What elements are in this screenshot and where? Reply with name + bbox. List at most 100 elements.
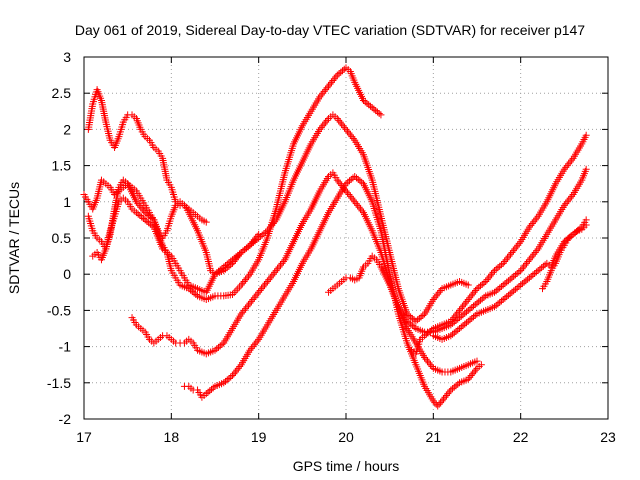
data-point-marker bbox=[249, 238, 257, 246]
data-point-marker bbox=[506, 250, 514, 258]
data-point-marker bbox=[412, 317, 420, 325]
data-point-marker bbox=[560, 165, 568, 173]
data-point-marker bbox=[457, 312, 465, 320]
data-point-marker bbox=[230, 254, 238, 262]
data-point-marker bbox=[496, 298, 504, 306]
y-tick-label: -0.5 bbox=[47, 302, 71, 318]
data-point-marker bbox=[333, 71, 341, 79]
data-point-marker bbox=[345, 177, 353, 185]
data-point-marker bbox=[255, 288, 263, 296]
data-point-marker bbox=[422, 330, 430, 338]
data-point-marker bbox=[225, 374, 233, 382]
data-point-marker bbox=[339, 122, 347, 130]
data-point-marker bbox=[452, 382, 460, 390]
x-tick-label: 18 bbox=[164, 429, 180, 445]
data-point-marker bbox=[513, 284, 521, 292]
data-point-marker bbox=[206, 387, 214, 395]
data-point-marker bbox=[351, 172, 359, 180]
data-point-marker bbox=[363, 99, 371, 107]
y-tick-label: 0.5 bbox=[52, 230, 72, 246]
data-point-marker bbox=[466, 316, 474, 324]
data-point-marker bbox=[272, 267, 280, 275]
data-point-marker bbox=[454, 308, 462, 316]
data-point-marker bbox=[211, 346, 219, 354]
data-point-marker bbox=[327, 78, 335, 86]
data-point-marker bbox=[260, 281, 268, 289]
data-point-marker bbox=[278, 259, 286, 267]
data-point-marker bbox=[349, 134, 357, 142]
data-point-marker bbox=[266, 274, 274, 282]
data-point-marker bbox=[472, 286, 480, 294]
data-point-marker bbox=[370, 105, 378, 113]
data-point-marker bbox=[422, 355, 430, 363]
data-point-marker bbox=[249, 296, 257, 304]
data-point-marker bbox=[520, 263, 528, 271]
data-point-marker bbox=[492, 301, 500, 309]
data-point-marker bbox=[438, 397, 446, 405]
y-tick-label: -1 bbox=[59, 339, 72, 355]
data-point-marker bbox=[233, 366, 241, 374]
data-point-marker bbox=[246, 299, 254, 307]
marks-layer bbox=[80, 64, 590, 410]
data-point-marker bbox=[223, 260, 231, 268]
data-point-marker bbox=[531, 216, 539, 224]
data-point-marker bbox=[475, 298, 483, 306]
data-point-marker bbox=[476, 282, 484, 290]
data-point-marker bbox=[497, 283, 505, 291]
data-point-marker bbox=[528, 252, 536, 260]
y-tick-label: 0 bbox=[63, 266, 71, 282]
data-point-marker bbox=[531, 269, 539, 277]
data-point-marker bbox=[356, 177, 364, 185]
data-point-marker bbox=[243, 303, 251, 311]
data-point-marker bbox=[277, 261, 284, 269]
data-point-marker bbox=[354, 175, 362, 183]
data-point-marker bbox=[244, 272, 252, 280]
data-point-marker bbox=[494, 285, 502, 293]
data-point-marker bbox=[323, 84, 331, 92]
data-point-marker bbox=[218, 264, 226, 272]
data-point-marker bbox=[269, 270, 277, 278]
data-point-marker bbox=[428, 363, 436, 371]
data-point-marker bbox=[234, 285, 242, 293]
data-point-marker bbox=[335, 116, 343, 124]
data-point-marker bbox=[342, 180, 350, 188]
data-point-marker bbox=[450, 383, 458, 391]
data-point-marker bbox=[448, 315, 456, 323]
data-point-marker bbox=[134, 200, 142, 208]
data-point-marker bbox=[143, 210, 151, 218]
data-point-marker bbox=[482, 277, 490, 285]
data-point-marker bbox=[464, 281, 472, 289]
data-point-marker bbox=[345, 191, 353, 199]
data-point-marker bbox=[534, 267, 542, 275]
data-point-marker bbox=[533, 247, 541, 255]
data-point-marker bbox=[253, 290, 261, 298]
data-point-marker bbox=[447, 332, 455, 340]
data-point-marker bbox=[237, 248, 245, 256]
data-point-marker bbox=[501, 280, 509, 288]
data-point-marker bbox=[506, 275, 514, 283]
data-point-marker bbox=[244, 301, 252, 309]
data-point-marker bbox=[146, 213, 154, 221]
data-point-marker bbox=[148, 222, 156, 230]
data-point-marker bbox=[242, 305, 250, 313]
x-tick-label: 21 bbox=[426, 429, 442, 445]
data-point-marker bbox=[260, 230, 268, 238]
data-point-marker bbox=[426, 327, 434, 335]
data-point-marker bbox=[503, 278, 511, 286]
data-point-marker bbox=[188, 288, 196, 296]
data-point-marker bbox=[444, 390, 452, 398]
data-point-marker bbox=[143, 217, 151, 225]
data-point-marker bbox=[450, 329, 458, 337]
data-point-marker bbox=[358, 207, 366, 215]
data-point-marker bbox=[220, 263, 228, 271]
data-point-marker bbox=[349, 196, 357, 204]
data-point-marker bbox=[490, 303, 498, 311]
data-point-marker bbox=[560, 201, 568, 209]
data-point-marker bbox=[511, 245, 519, 253]
data-point-marker bbox=[336, 118, 344, 126]
data-point-marker bbox=[262, 279, 270, 287]
data-point-marker bbox=[346, 131, 354, 139]
data-point-marker bbox=[317, 91, 325, 99]
data-point-marker bbox=[343, 127, 351, 135]
data-point-marker bbox=[357, 205, 365, 213]
